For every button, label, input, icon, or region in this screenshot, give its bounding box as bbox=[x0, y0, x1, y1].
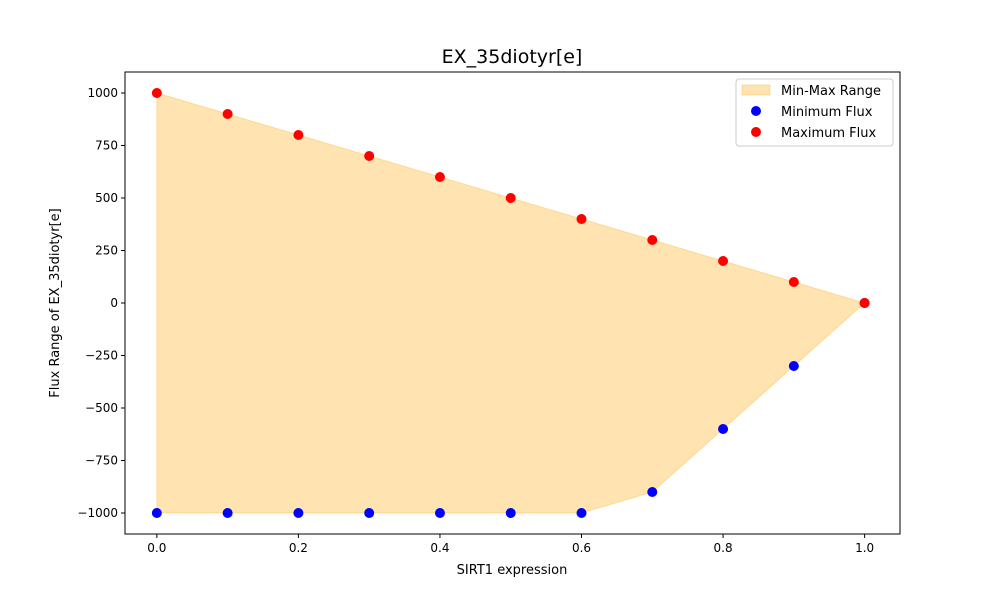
maximum-flux-point bbox=[151, 88, 162, 98]
legend-box bbox=[735, 78, 894, 147]
y-axis-label: Flux Range of EX_35diotyr[e] bbox=[48, 208, 63, 397]
maximum-flux-point bbox=[647, 235, 658, 245]
minimum-flux-point bbox=[434, 508, 445, 518]
x-tick-label: 1.0 bbox=[855, 541, 874, 555]
x-axis-label: SIRT1 expression bbox=[457, 563, 568, 578]
minimum-flux-point bbox=[293, 508, 304, 518]
minimum-flux-point bbox=[222, 508, 233, 518]
maximum-flux-point bbox=[788, 277, 799, 287]
minimum-flux-point bbox=[505, 508, 516, 518]
x-tick-label: 0.0 bbox=[147, 541, 166, 555]
x-axis: 0.0 0.2 0.4 0.6 0.8 1.0 bbox=[147, 534, 874, 555]
maximum-flux-point bbox=[718, 256, 729, 266]
maximum-flux-point bbox=[859, 298, 870, 308]
y-tick-label: 500 bbox=[95, 191, 118, 205]
legend-marker-minimum-flux bbox=[751, 106, 761, 116]
maximum-flux-point bbox=[505, 193, 516, 203]
legend: Min-Max Range Minimum Flux Maximum Flux bbox=[735, 78, 894, 147]
minimum-flux-point bbox=[788, 361, 799, 371]
minimum-flux-point bbox=[718, 424, 729, 434]
min-max-range-area bbox=[156, 92, 866, 514]
y-axis: 1000 750 500 250 0 −250 −500 −750 −1000 bbox=[77, 86, 125, 520]
minimum-flux-point bbox=[151, 508, 162, 518]
x-tick-label: 0.8 bbox=[714, 541, 733, 555]
minimum-flux-point bbox=[364, 508, 375, 518]
legend-marker-maximum-flux bbox=[751, 127, 761, 137]
x-tick-label: 0.6 bbox=[572, 541, 591, 555]
maximum-flux-point bbox=[364, 151, 375, 161]
maximum-flux-point bbox=[293, 130, 304, 140]
minimum-flux-point bbox=[576, 508, 587, 518]
x-tick-label: 0.4 bbox=[430, 541, 449, 555]
y-tick-label: −750 bbox=[85, 454, 118, 468]
y-tick-label: 250 bbox=[95, 244, 118, 258]
maximum-flux-point bbox=[434, 172, 445, 182]
maximum-flux-point bbox=[576, 214, 587, 224]
y-tick-label: 0 bbox=[110, 296, 118, 310]
legend-label-min-max-range: Min-Max Range bbox=[781, 84, 881, 99]
y-tick-label: −1000 bbox=[77, 506, 118, 520]
y-tick-label: −500 bbox=[85, 401, 118, 415]
y-tick-label: 750 bbox=[95, 139, 118, 153]
legend-label-maximum-flux: Maximum Flux bbox=[781, 126, 877, 141]
chart-title: EX_35diotyr[e] bbox=[442, 46, 583, 68]
minimum-flux-point bbox=[647, 487, 658, 497]
legend-swatch-min-max-range bbox=[741, 84, 771, 96]
legend-label-minimum-flux: Minimum Flux bbox=[781, 105, 873, 120]
x-tick-label: 0.2 bbox=[289, 541, 308, 555]
plot-area bbox=[151, 88, 870, 518]
y-tick-label: 1000 bbox=[87, 86, 118, 100]
y-tick-label: −250 bbox=[85, 349, 118, 363]
maximum-flux-point bbox=[222, 109, 233, 119]
